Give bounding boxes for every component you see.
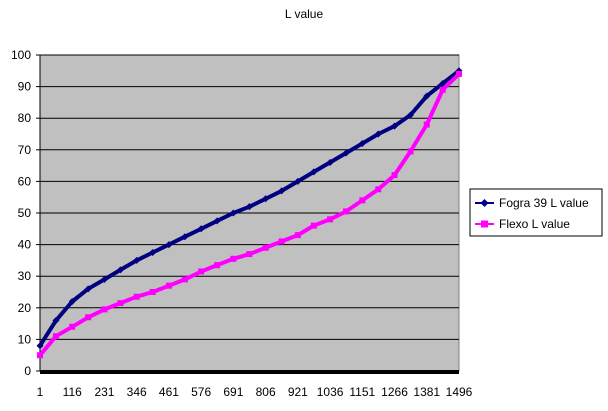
- y-tick-label: 40: [18, 238, 32, 252]
- data-point: [310, 222, 317, 229]
- data-point: [133, 256, 141, 264]
- data-point: [101, 306, 108, 313]
- x-tick-label: 346: [127, 385, 147, 399]
- data-point: [245, 203, 253, 211]
- data-point: [198, 268, 205, 275]
- data-point: [213, 217, 221, 225]
- legend-box: [469, 188, 603, 237]
- y-tick-label: 0: [24, 364, 31, 378]
- data-point: [84, 285, 92, 293]
- data-point: [375, 186, 382, 193]
- data-point: [439, 86, 446, 93]
- legend-label: Fogra 39 L value: [499, 196, 589, 210]
- data-point: [37, 352, 43, 359]
- data-point: [456, 70, 462, 77]
- legend-marker: [481, 220, 488, 228]
- data-point: [85, 314, 92, 321]
- data-point: [294, 232, 301, 239]
- data-point: [52, 316, 60, 324]
- data-point: [69, 323, 76, 330]
- y-tick-label: 100: [11, 48, 31, 62]
- data-point: [149, 289, 156, 295]
- data-point: [246, 251, 253, 258]
- y-tick-label: 60: [18, 174, 32, 188]
- series-layer: [36, 67, 463, 359]
- data-point: [439, 79, 447, 87]
- data-point: [230, 255, 237, 262]
- data-point: [36, 342, 44, 350]
- data-point: [407, 148, 414, 155]
- y-tick-label: 20: [18, 301, 32, 315]
- data-point: [165, 241, 173, 249]
- data-point: [133, 293, 140, 300]
- data-point: [294, 177, 302, 185]
- data-point: [181, 276, 188, 283]
- x-tick-label: 1266: [381, 385, 408, 399]
- data-point: [359, 197, 366, 204]
- data-point: [181, 233, 189, 241]
- x-tick-label: 1036: [317, 385, 344, 399]
- y-axis-tick-labels: 0 10 20 30 40 50 60 70 80 90 100: [11, 48, 31, 378]
- data-point: [407, 111, 415, 119]
- legend: Fogra 39 L value Flexo L value: [469, 188, 603, 237]
- x-tick-label: 921: [288, 385, 308, 399]
- series-1: [36, 67, 463, 350]
- y-tick-label: 70: [18, 143, 32, 157]
- legend-label: Flexo L value: [499, 217, 570, 231]
- data-point: [310, 168, 318, 176]
- legend-marker: [480, 199, 489, 207]
- data-point: [327, 216, 334, 223]
- x-tick-label: 806: [256, 385, 276, 399]
- data-point: [423, 92, 431, 100]
- data-point: [278, 187, 286, 195]
- x-tick-label: 231: [94, 385, 114, 399]
- gridlines: [36, 54, 459, 374]
- chart-title: L value: [285, 7, 324, 21]
- data-point: [197, 225, 205, 233]
- data-point: [52, 333, 59, 340]
- data-point: [165, 282, 172, 289]
- x-tick-label: 576: [191, 385, 211, 399]
- series-2: [37, 70, 462, 359]
- y-tick-label: 80: [18, 111, 32, 125]
- y-tick-label: 50: [18, 206, 32, 220]
- data-point: [262, 195, 270, 203]
- data-point: [149, 249, 157, 256]
- data-point: [358, 139, 366, 147]
- y-tick-label: 10: [18, 332, 32, 346]
- data-point: [117, 300, 124, 307]
- x-tick-label: 1: [37, 385, 44, 399]
- data-point: [229, 209, 237, 217]
- data-point: [116, 266, 124, 274]
- x-tick-label: 691: [223, 385, 243, 399]
- data-point: [391, 172, 398, 179]
- data-point: [391, 122, 399, 130]
- x-axis-tick-labels: 1 116 231 346 461 576 691 806 921 1036 1151 1266 138…: [37, 385, 473, 399]
- data-point: [423, 121, 430, 128]
- data-point: [342, 149, 350, 157]
- data-point: [374, 130, 382, 138]
- data-point: [278, 238, 285, 245]
- y-tick-label: 90: [18, 80, 32, 94]
- x-tick-label: 461: [159, 385, 179, 399]
- x-tick-label: 1151: [349, 385, 375, 399]
- data-point: [100, 275, 108, 283]
- x-axis-line: [40, 370, 459, 374]
- data-point: [343, 208, 350, 215]
- data-point: [214, 262, 221, 269]
- data-point: [68, 297, 76, 305]
- data-point: [262, 244, 269, 251]
- x-tick-label: 1381: [413, 385, 440, 399]
- x-tick-label: 116: [63, 385, 82, 399]
- data-point: [326, 158, 334, 166]
- x-tick-label: 1496: [446, 385, 473, 399]
- y-tick-label: 30: [18, 269, 32, 283]
